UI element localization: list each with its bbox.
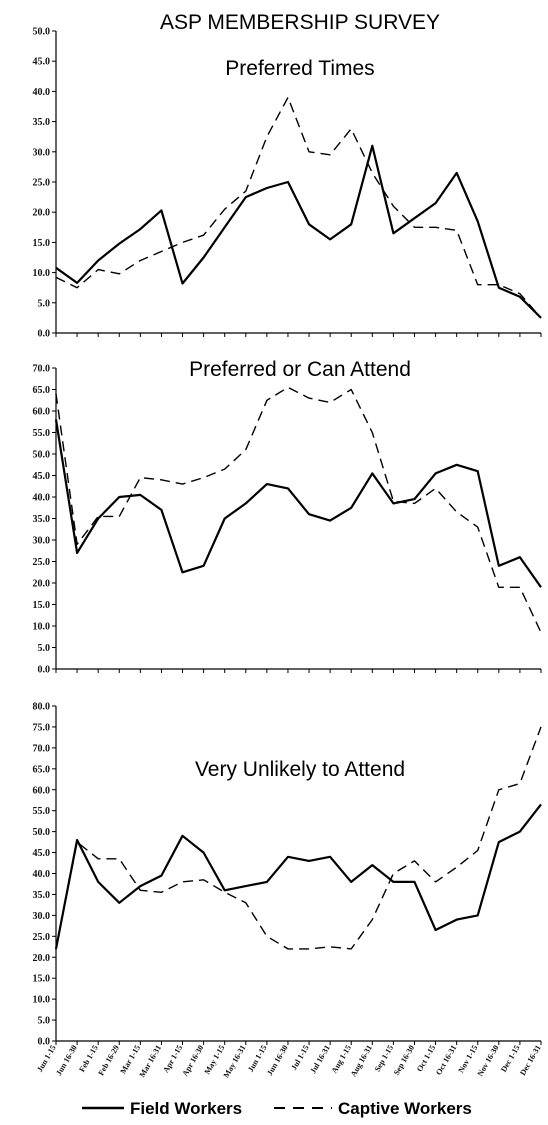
x-tick-label: Nov 1-15 xyxy=(456,1044,479,1075)
y-tick-label: 55.0 xyxy=(33,428,51,439)
chart-title-very-unlikely-to-attend: Very Unlikely to Attend xyxy=(195,758,405,781)
y-tick-label: 60.0 xyxy=(33,407,51,418)
y-tick-label: 5.0 xyxy=(38,643,51,654)
y-tick-label: 65.0 xyxy=(33,385,51,396)
y-tick-label: 10.0 xyxy=(33,268,51,279)
series-line-field-workers xyxy=(54,419,542,588)
legend-field-workers: Field Workers xyxy=(130,1099,242,1118)
y-tick-label: 80.0 xyxy=(33,702,51,713)
x-tick-label: Jun 1-15 xyxy=(35,1044,58,1074)
y-tick-label: 55.0 xyxy=(33,806,51,817)
chart-title-preferred-times: Preferred Times xyxy=(225,57,374,80)
y-tick-label: 15.0 xyxy=(33,974,51,985)
y-tick-label: 20.0 xyxy=(33,208,51,219)
y-tick-label: 75.0 xyxy=(33,722,51,733)
y-tick-label: 35.0 xyxy=(33,117,51,128)
x-tick-label: Feb 1-15 xyxy=(77,1044,100,1074)
x-tick-label: Oct 1-15 xyxy=(415,1044,437,1074)
y-tick-label: 40.0 xyxy=(33,87,51,98)
y-tick-label: 15.0 xyxy=(33,238,51,249)
x-tick-label: Apr 1-15 xyxy=(161,1044,184,1075)
chart-preferred-times: Preferred Times 0.0 5.0 10.0 15.0 20.0 25.0 30… xyxy=(33,27,542,340)
series-line-field-workers xyxy=(54,803,542,950)
y-tick-label: 10.0 xyxy=(33,622,51,633)
x-tick-label: Mar 1-15 xyxy=(118,1044,142,1076)
x-tick-label: Jul 16-31 xyxy=(308,1044,331,1076)
y-tick-label: 40.0 xyxy=(33,869,51,880)
series-line-captive-workers xyxy=(55,386,542,633)
y-tick-label: 25.0 xyxy=(33,932,51,943)
y-tick-label: 40.0 xyxy=(33,493,51,504)
x-tick-label: Jul 1-15 xyxy=(289,1044,310,1072)
series-line-field-workers xyxy=(55,144,542,319)
chart-preferred-or-can-attend: Preferred or Can Attend 0.0 5.0 10.0 15.0 20… xyxy=(33,358,542,676)
y-tick-label: 30.0 xyxy=(33,536,51,547)
x-tick-label: Apr 16-30 xyxy=(180,1044,205,1078)
y-tick-label: 20.0 xyxy=(33,579,51,590)
y-tick-label: 30.0 xyxy=(33,911,51,922)
legend: Field Workers Captive Workers xyxy=(82,1099,472,1118)
y-tick-label: 70.0 xyxy=(33,364,51,375)
y-tick-label: 15.0 xyxy=(33,600,51,611)
legend-captive-workers: Captive Workers xyxy=(338,1099,472,1118)
x-tick-label: Jun 16-30 xyxy=(265,1044,290,1078)
y-tick-label: 25.0 xyxy=(33,557,51,568)
y-tick-label: 35.0 xyxy=(33,890,51,901)
y-tick-label: 70.0 xyxy=(33,743,51,754)
x-tick-label: Feb 16-29 xyxy=(96,1044,121,1078)
x-tick-label: Sep 16-30 xyxy=(392,1044,416,1077)
x-tick-label: Dec 16-31 xyxy=(518,1044,543,1078)
y-tick-label: 0.0 xyxy=(38,665,51,676)
x-tick-label: Aug 1-15 xyxy=(330,1044,353,1075)
y-tick-label: 10.0 xyxy=(33,995,51,1006)
y-tick-label: 35.0 xyxy=(33,514,51,525)
y-tick-label: 20.0 xyxy=(33,953,51,964)
y-tick-label: 50.0 xyxy=(33,27,51,38)
x-tick-label: Aug 16-31 xyxy=(349,1044,374,1079)
chart-very-unlikely-to-attend: Very Unlikely to Attend 0.0 5.0 10.0 15.0 20… xyxy=(33,702,543,1080)
x-tick-label: Nov 16-30 xyxy=(476,1044,501,1078)
y-tick-label: 65.0 xyxy=(33,764,51,775)
x-tick-label: Dec 1-15 xyxy=(499,1044,522,1074)
x-tick-label: Jun 16-30 xyxy=(54,1044,79,1078)
y-tick-label: 25.0 xyxy=(33,178,51,189)
y-tick-label: 60.0 xyxy=(33,785,51,796)
figure-title: ASP MEMBERSHIP SURVEY xyxy=(160,11,440,34)
chart-title-preferred-or-can-attend: Preferred or Can Attend xyxy=(189,358,411,381)
y-tick-label: 0.0 xyxy=(38,329,51,340)
y-tick-label: 45.0 xyxy=(33,471,51,482)
x-tick-label: Jun 1-15 xyxy=(246,1044,269,1074)
y-tick-label: 45.0 xyxy=(33,57,51,68)
x-tick-label: Sep 1-15 xyxy=(373,1044,395,1074)
y-tick-label: 5.0 xyxy=(38,298,51,309)
y-tick-label: 45.0 xyxy=(33,848,51,859)
y-tick-label: 50.0 xyxy=(33,450,51,461)
y-tick-label: 50.0 xyxy=(33,827,51,838)
series-line-captive-workers xyxy=(55,96,542,319)
x-tick-label: Oct 16-31 xyxy=(434,1044,458,1077)
y-tick-label: 5.0 xyxy=(38,1016,51,1027)
y-tick-label: 30.0 xyxy=(33,147,51,158)
y-tick-label: 0.0 xyxy=(38,1037,51,1048)
